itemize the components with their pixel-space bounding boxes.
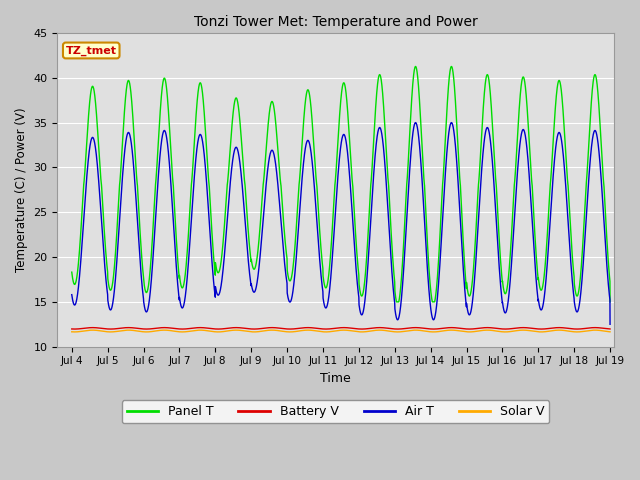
Battery V [391, 326, 399, 332]
Legend: Panel T, Battery V, Air T, Solar V: Panel T, Battery V, Air T, Solar V [122, 400, 550, 423]
Solar V [250, 329, 258, 335]
Solar V [274, 328, 282, 334]
Battery V [591, 325, 599, 331]
Panel T [511, 180, 518, 186]
Solar V [591, 327, 599, 333]
Air T [511, 215, 518, 221]
Solar V [68, 329, 76, 335]
Panel T [166, 125, 173, 131]
Battery V [274, 325, 282, 331]
Air T [447, 120, 455, 125]
Solar V [391, 329, 399, 335]
Solar V [470, 329, 477, 335]
Solar V [166, 327, 173, 333]
Battery V [68, 326, 76, 332]
Panel T [393, 299, 401, 305]
Battery V [511, 325, 518, 331]
Battery V [606, 326, 614, 332]
Air T [273, 177, 281, 183]
Panel T [391, 278, 399, 284]
Battery V [250, 326, 258, 332]
Air T [391, 299, 399, 305]
Battery V [470, 326, 477, 332]
Panel T [606, 299, 614, 305]
Text: TZ_tmet: TZ_tmet [66, 45, 116, 56]
Y-axis label: Temperature (C) / Power (V): Temperature (C) / Power (V) [15, 108, 28, 272]
Panel T [447, 63, 455, 69]
Title: Tonzi Tower Met: Temperature and Power: Tonzi Tower Met: Temperature and Power [194, 15, 477, 29]
Panel T [418, 142, 426, 148]
Solar V [606, 329, 614, 335]
X-axis label: Time: Time [320, 372, 351, 385]
Panel T [68, 269, 76, 275]
Solar V [511, 328, 518, 334]
Line: Solar V: Solar V [72, 330, 610, 332]
Air T [418, 174, 426, 180]
Line: Panel T: Panel T [72, 66, 610, 302]
Battery V [166, 325, 173, 331]
Panel T [470, 264, 477, 270]
Battery V [418, 325, 426, 331]
Line: Battery V: Battery V [72, 328, 610, 329]
Air T [68, 292, 76, 298]
Air T [166, 163, 173, 168]
Air T [606, 322, 614, 327]
Solar V [418, 328, 426, 334]
Line: Air T: Air T [72, 122, 610, 324]
Air T [470, 288, 477, 294]
Panel T [273, 141, 281, 147]
